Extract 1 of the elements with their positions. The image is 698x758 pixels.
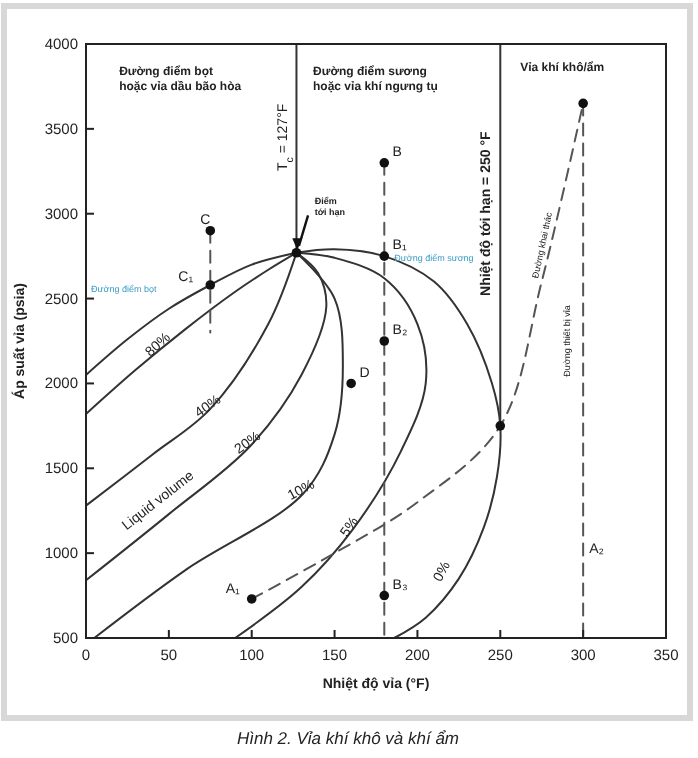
text: Hình 2. Vỉa khí khô và khí ẩm [236,728,460,748]
